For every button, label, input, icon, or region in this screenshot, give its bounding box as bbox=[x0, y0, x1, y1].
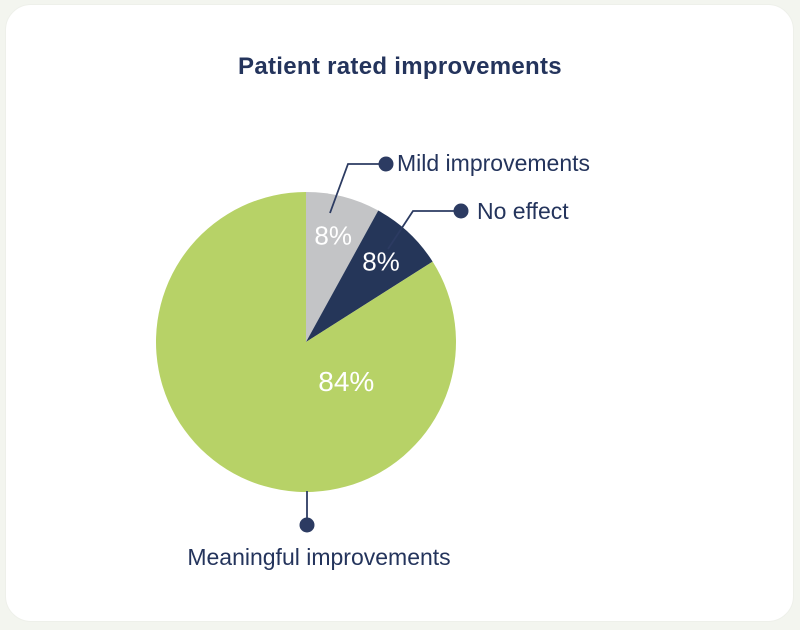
pct-label-meaningful-improvements: 84% bbox=[318, 366, 375, 398]
callout-leader-lines bbox=[306, 163, 456, 518]
callout-label-mild-improvements: Mild improvements bbox=[397, 150, 590, 176]
pie-slices bbox=[155, 192, 456, 492]
callout-dots bbox=[299, 156, 469, 533]
callout-dot-mild-improvements bbox=[378, 156, 394, 172]
chart-title: Patient rated improvements bbox=[238, 53, 562, 80]
callout-label-no-effect: No effect bbox=[477, 198, 569, 224]
pct-label-no-effect: 8% bbox=[362, 246, 400, 277]
pie-slice-no-effect bbox=[306, 210, 433, 342]
callout-dot-meaningful-improvements bbox=[299, 517, 315, 533]
leader-line-mild-improvements bbox=[329, 163, 386, 214]
leader-line-no-effect bbox=[387, 210, 456, 250]
pie-slice-mild-improvements bbox=[306, 192, 379, 342]
pie-slice-meaningful-improvements bbox=[155, 192, 456, 492]
callout-label-meaningful-improvements: Meaningful improvements bbox=[187, 544, 451, 570]
callout-dot-no-effect bbox=[453, 203, 469, 219]
pct-label-mild-improvements: 8% bbox=[314, 220, 352, 251]
